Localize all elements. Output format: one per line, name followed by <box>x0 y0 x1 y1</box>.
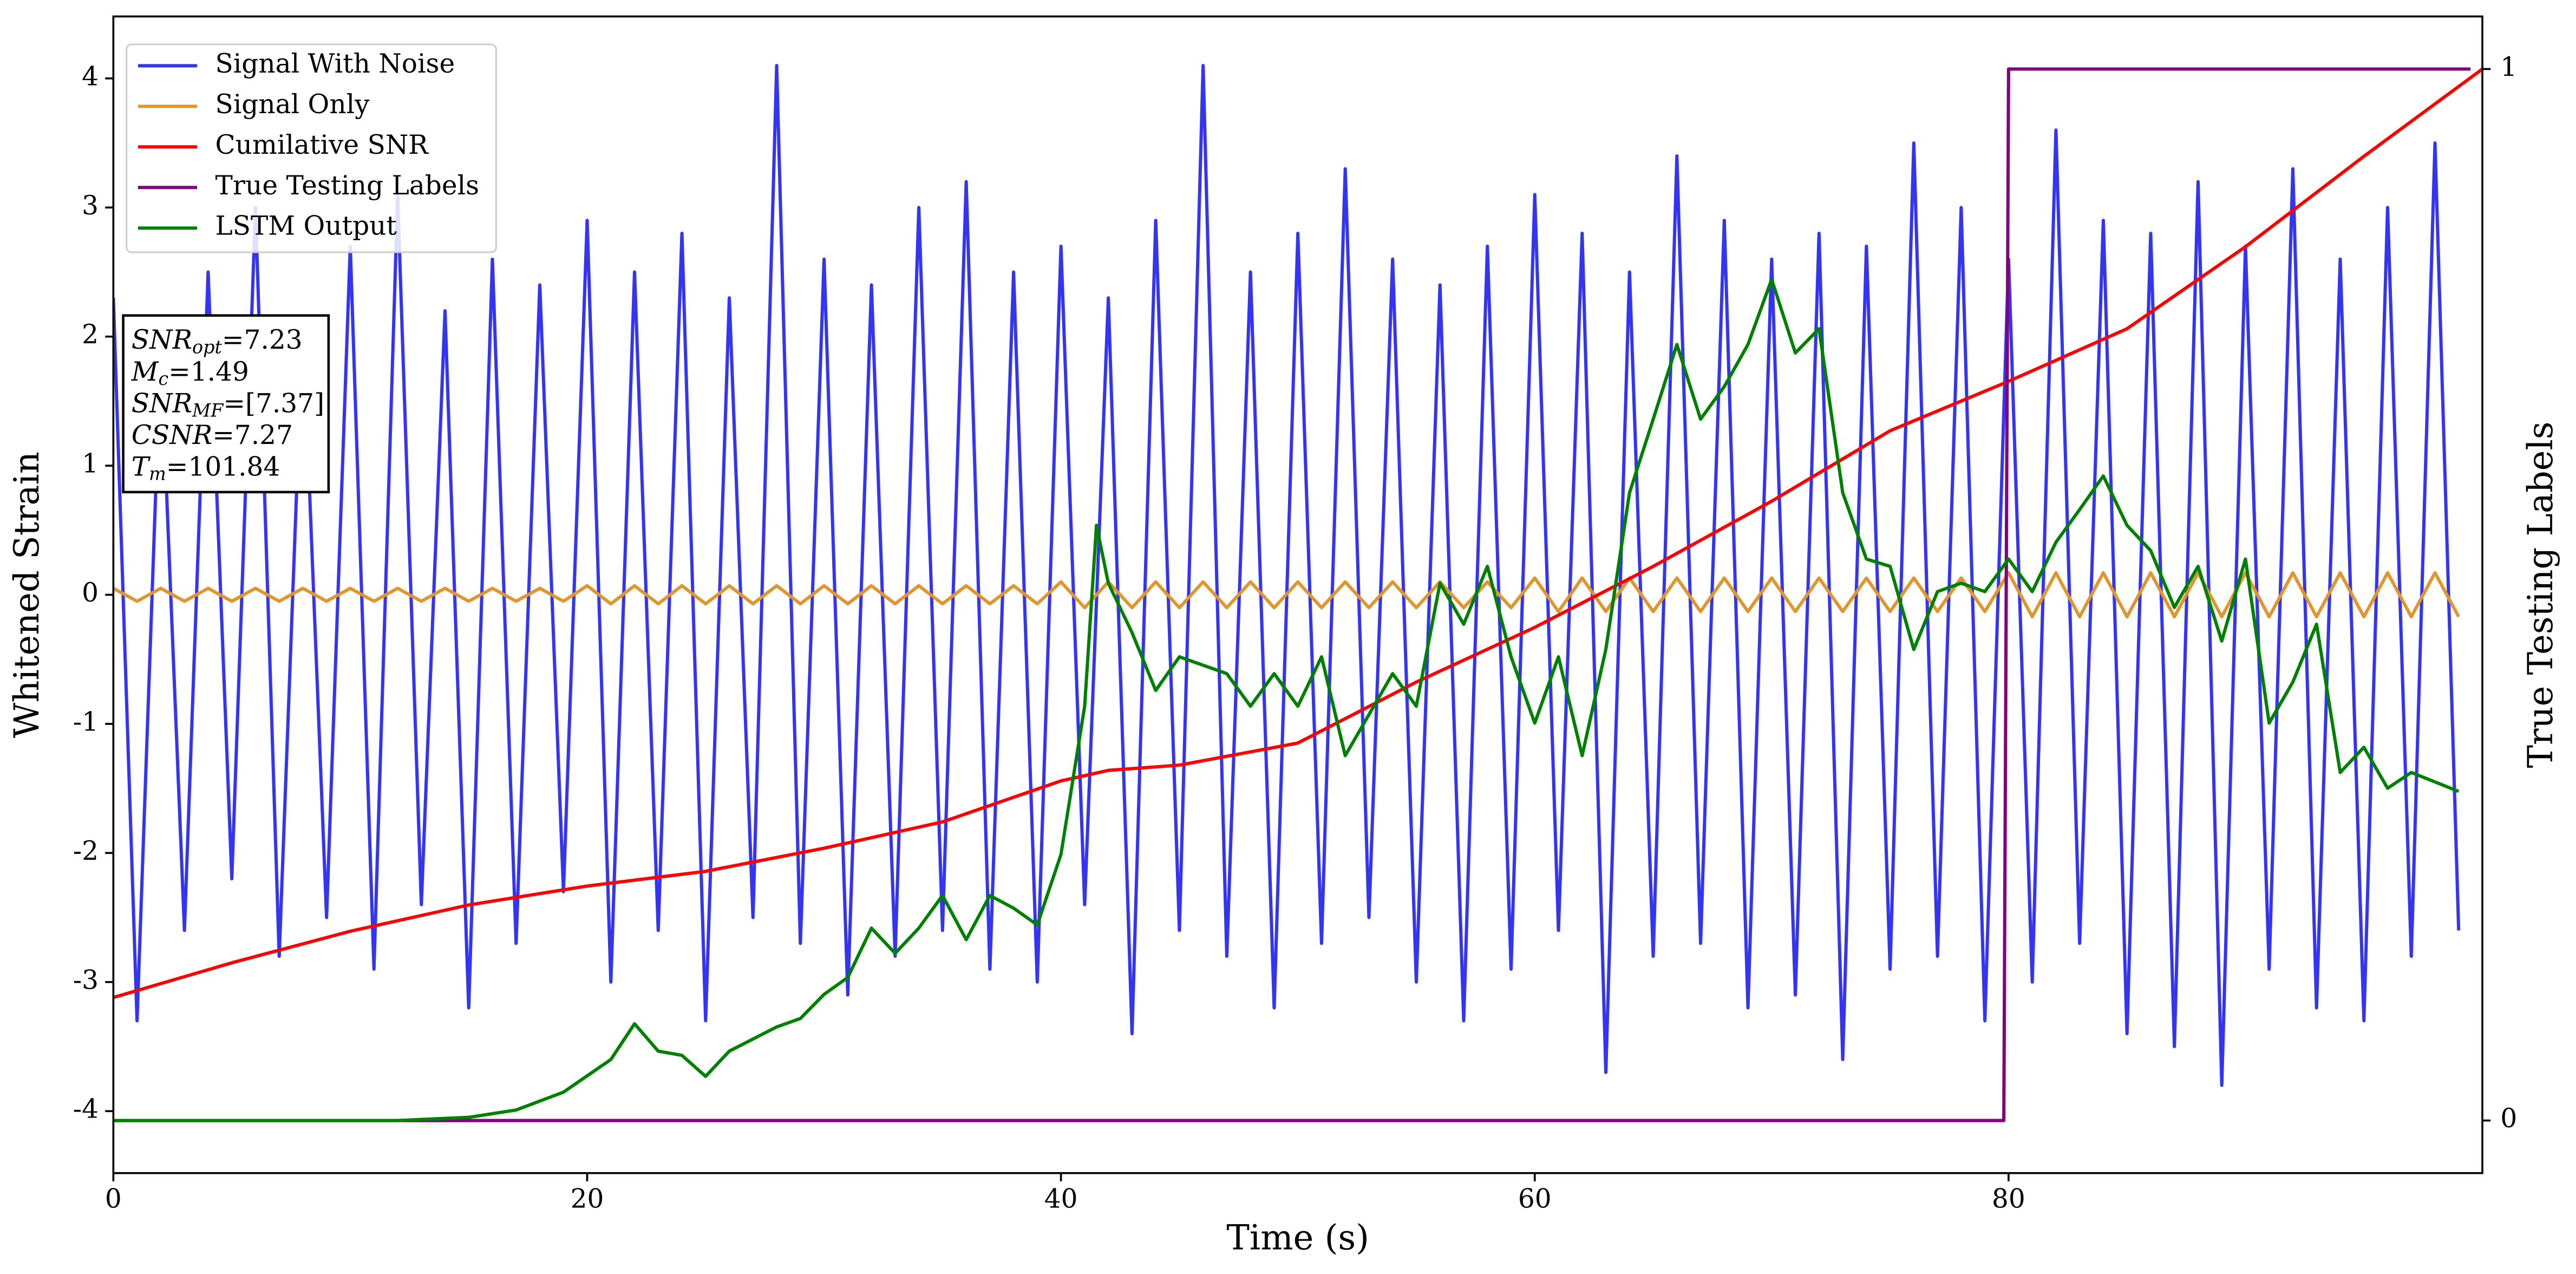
annotation-subscript: MF <box>192 400 224 421</box>
annotation-symbol: SNR <box>132 325 192 355</box>
series-line <box>113 67 2471 1122</box>
legend-label: Signal With Noise <box>215 49 455 79</box>
series-line <box>113 68 2483 999</box>
annotation-symbol: SNR <box>132 388 192 419</box>
y-tick-label: 3 <box>82 191 99 221</box>
y-tick-label: 2 <box>82 319 99 350</box>
y2-tick-label: 0 <box>2500 1103 2517 1134</box>
x-axis-label: Time (s) <box>1226 1218 1369 1258</box>
annotation-value: =7.27 <box>212 420 293 450</box>
annotation: SNRopt=7.23 <box>132 325 303 358</box>
series-line <box>113 571 2460 619</box>
annotation-value: =7.23 <box>222 325 303 355</box>
y-tick-label: 1 <box>82 449 99 479</box>
x-tick-label: 20 <box>571 1184 604 1214</box>
y-tick-label: -1 <box>73 707 99 737</box>
legend-label: True Testing Labels <box>215 171 480 201</box>
y-tick-label: 0 <box>82 578 99 608</box>
y-tick-label: 4 <box>82 61 99 92</box>
annotation-value: =101.84 <box>166 452 280 482</box>
annotation: SNRMF=[7.37] <box>132 388 324 421</box>
x-tick-label: 80 <box>1992 1184 2025 1214</box>
annotation: CSNR=7.27 <box>132 420 293 450</box>
annotation: Tm=101.84 <box>132 452 280 485</box>
annotation-symbol: M <box>131 356 159 387</box>
annotation-value: =[7.37] <box>223 388 324 419</box>
annotation-symbol: T <box>132 452 151 482</box>
x-tick-label: 0 <box>105 1184 122 1214</box>
annotation-box <box>122 314 330 494</box>
y-tick-label: -2 <box>73 836 99 866</box>
series-line <box>113 277 2460 1122</box>
series-line <box>113 63 2461 1087</box>
y-tick-label: -4 <box>73 1094 99 1125</box>
annotation-subscript: opt <box>192 336 222 357</box>
x-tick-label: 40 <box>1044 1184 1078 1214</box>
legend-label: Signal Only <box>215 89 370 120</box>
annotation-subscript: c <box>158 368 168 389</box>
y2-axis-label: True Testing Labels <box>2521 422 2561 768</box>
y2-tick-label: 1 <box>2500 52 2517 82</box>
y-axis-label: Whitened Strain <box>7 452 47 738</box>
legend-label: Cumilative SNR <box>215 130 429 160</box>
annotation-symbol: CSNR <box>132 420 212 450</box>
legend-box <box>126 43 497 253</box>
annotation-subscript: m <box>149 463 166 485</box>
x-tick-label: 60 <box>1518 1184 1552 1214</box>
y-tick-label: -3 <box>73 965 99 995</box>
annotation-value: =1.49 <box>168 356 249 387</box>
legend-label: LSTM Output <box>215 211 397 241</box>
annotation: Mc=1.49 <box>131 356 249 389</box>
